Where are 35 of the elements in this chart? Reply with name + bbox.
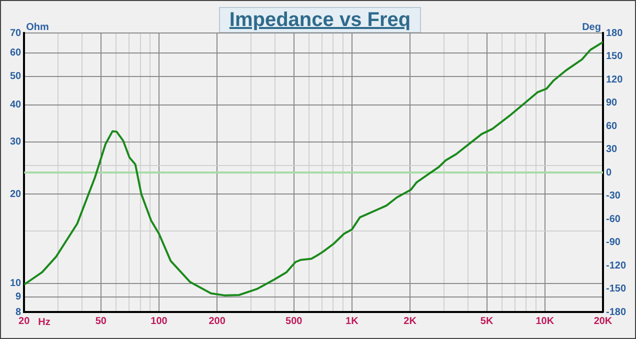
- y-tick-label: 20: [10, 188, 22, 200]
- y-tick-label: 30: [10, 136, 22, 148]
- x-tick-label: 20K: [594, 316, 613, 327]
- x-tick-label: 200: [208, 316, 226, 327]
- x-tick-label: 500: [286, 316, 303, 327]
- y-tick-label: 10: [10, 278, 22, 290]
- y-tick-label: 60: [10, 48, 22, 59]
- y2-tick-label: -30: [606, 190, 621, 202]
- y2-tick-label: 120: [606, 74, 624, 86]
- y2-tick-label: 60: [606, 120, 618, 132]
- y2-tick-label: 0: [606, 167, 612, 178]
- y2-tick-label: -150: [606, 284, 626, 294]
- y-tick-label: 70: [10, 28, 22, 39]
- x-tick-label: 1K: [346, 316, 360, 327]
- y-tick-label: 40: [10, 100, 22, 111]
- chart-title: Impedance vs Freq: [219, 7, 421, 33]
- y2-tick-label: -120: [606, 260, 626, 272]
- y2-tick-label: 180: [606, 28, 624, 39]
- y-tick-label: 50: [10, 71, 22, 82]
- x-tick-label: 50: [95, 316, 107, 327]
- y2-tick-label: -90: [606, 237, 621, 248]
- y2-tick-label: 150: [606, 51, 624, 62]
- x-tick-label: 100: [150, 316, 168, 327]
- y-tick-label: 9: [16, 292, 22, 303]
- y2-tick-label: -60: [606, 214, 621, 225]
- y-axis-title: Ohm: [26, 22, 50, 33]
- y2-tick-label: 90: [606, 98, 618, 108]
- x-axis-title: Hz: [38, 316, 50, 328]
- y-tick-label: 8: [16, 306, 22, 318]
- x-tick-label: 5K: [480, 316, 494, 327]
- x-tick-label: 10K: [536, 316, 555, 327]
- y2-tick-label: 30: [606, 144, 618, 155]
- y2-axis-title: Deg: [582, 22, 601, 33]
- y2-tick-label: -180: [606, 306, 626, 318]
- x-tick-label: 2K: [404, 316, 418, 327]
